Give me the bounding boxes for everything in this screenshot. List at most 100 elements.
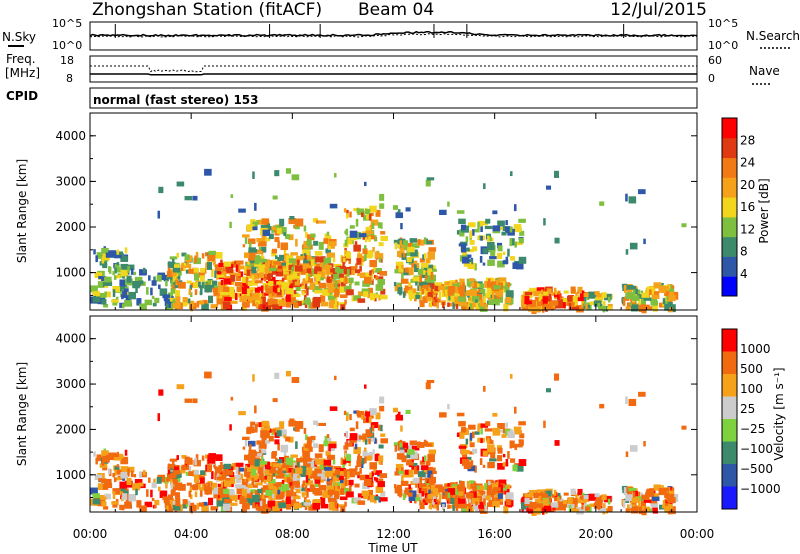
power-cell bbox=[456, 230, 460, 235]
velocity-cell bbox=[259, 461, 268, 465]
velocity-cell bbox=[158, 486, 161, 492]
velocity-cell bbox=[320, 496, 326, 505]
power-cell bbox=[167, 292, 174, 299]
velocity-cell bbox=[301, 465, 307, 472]
power-cell bbox=[229, 221, 232, 229]
velocity-cell bbox=[239, 498, 247, 505]
velocity-cell bbox=[603, 503, 606, 509]
power-cell bbox=[275, 269, 284, 277]
velocity-cell bbox=[470, 506, 474, 511]
power-cell bbox=[412, 260, 418, 264]
power-cell bbox=[285, 300, 292, 308]
velocity-cell bbox=[327, 454, 336, 460]
velocity-cell bbox=[295, 441, 298, 449]
power-cell bbox=[515, 262, 524, 270]
power-cell bbox=[354, 281, 360, 286]
velocity-cell bbox=[374, 499, 377, 504]
velocity-cell bbox=[574, 500, 577, 509]
velocity-cell bbox=[430, 474, 434, 482]
velocity-cell bbox=[289, 482, 295, 488]
velocity-cell bbox=[628, 487, 637, 492]
velocity-cell bbox=[355, 465, 358, 471]
velocity-cell bbox=[378, 460, 382, 465]
power-cell bbox=[326, 231, 330, 236]
velocity-cell bbox=[369, 416, 372, 424]
power-cell bbox=[125, 295, 131, 301]
velocity-cell bbox=[318, 444, 324, 453]
velocity-cell bbox=[426, 475, 429, 484]
power-cell bbox=[502, 251, 506, 256]
power-cell bbox=[509, 238, 513, 247]
velocity-cell bbox=[207, 482, 211, 491]
power-cell bbox=[156, 274, 162, 282]
power-cell bbox=[497, 252, 503, 259]
cpid-text: normal (fast stereo) 153 bbox=[93, 93, 259, 107]
velocity-cell bbox=[261, 449, 267, 454]
power-cell bbox=[245, 273, 252, 279]
velocity-cell bbox=[459, 503, 467, 509]
velocity-cell bbox=[669, 491, 675, 499]
power-cell bbox=[359, 272, 368, 279]
velocity-cell bbox=[276, 483, 282, 487]
power-cell bbox=[548, 293, 552, 301]
velocity-cell bbox=[438, 487, 446, 493]
power-cell bbox=[346, 289, 354, 296]
power-cell bbox=[221, 286, 230, 293]
power-cell bbox=[369, 205, 377, 213]
power-cell bbox=[629, 242, 638, 250]
power-cell bbox=[171, 284, 177, 289]
velocity-cell bbox=[168, 463, 171, 470]
velocity-cell bbox=[468, 461, 474, 467]
power-cell bbox=[555, 302, 563, 309]
velocity-cell bbox=[373, 467, 376, 473]
power-cell bbox=[458, 243, 467, 247]
velocity-cell bbox=[344, 478, 348, 487]
velocity-cell bbox=[120, 466, 129, 475]
power-cell bbox=[102, 263, 108, 269]
power-cell bbox=[450, 295, 456, 302]
velocity-cell bbox=[482, 494, 486, 502]
velocity-cell bbox=[466, 456, 472, 461]
velocity-cell bbox=[417, 441, 421, 448]
power-plot-area bbox=[90, 113, 697, 310]
power-cell bbox=[439, 209, 447, 216]
velocity-cell bbox=[241, 478, 247, 486]
velocity-cell bbox=[447, 492, 451, 498]
power-cell bbox=[414, 264, 420, 273]
velocity-cell bbox=[343, 460, 346, 465]
velocity-cell bbox=[461, 458, 470, 466]
power-cell bbox=[528, 306, 536, 312]
power-cell bbox=[367, 234, 375, 240]
power-cell bbox=[408, 291, 417, 299]
velocity-cell bbox=[245, 475, 252, 481]
velocity-cell bbox=[325, 470, 333, 477]
velocity-cell bbox=[497, 493, 503, 499]
power-cell bbox=[334, 289, 340, 297]
power-cell bbox=[334, 280, 338, 289]
velocity-cell bbox=[120, 458, 128, 465]
velocity-cell bbox=[102, 466, 108, 471]
power-cell bbox=[469, 303, 472, 310]
velocity-cell bbox=[249, 451, 258, 455]
power-cell bbox=[101, 299, 107, 305]
velocity-cell bbox=[120, 471, 129, 479]
power-cell bbox=[625, 306, 631, 311]
velocity-cell bbox=[125, 497, 131, 503]
power-cell bbox=[289, 299, 297, 304]
velocity-cell bbox=[166, 505, 169, 511]
velocity-cell bbox=[251, 468, 257, 476]
velocity-cell bbox=[290, 498, 296, 504]
velocity-cell bbox=[230, 502, 238, 506]
velocity-cell bbox=[356, 460, 362, 468]
power-cell bbox=[212, 280, 218, 289]
power-cell bbox=[199, 275, 205, 282]
velocity-cell bbox=[585, 506, 588, 512]
velocity-cell bbox=[664, 506, 670, 513]
velocity-cell bbox=[361, 414, 364, 420]
power-cell bbox=[460, 244, 467, 253]
velocity-cell bbox=[667, 504, 673, 510]
velocity-cell bbox=[457, 484, 460, 490]
power-cell bbox=[359, 265, 362, 272]
power-cell bbox=[380, 295, 388, 300]
velocity-colorbar-frame bbox=[721, 328, 738, 510]
